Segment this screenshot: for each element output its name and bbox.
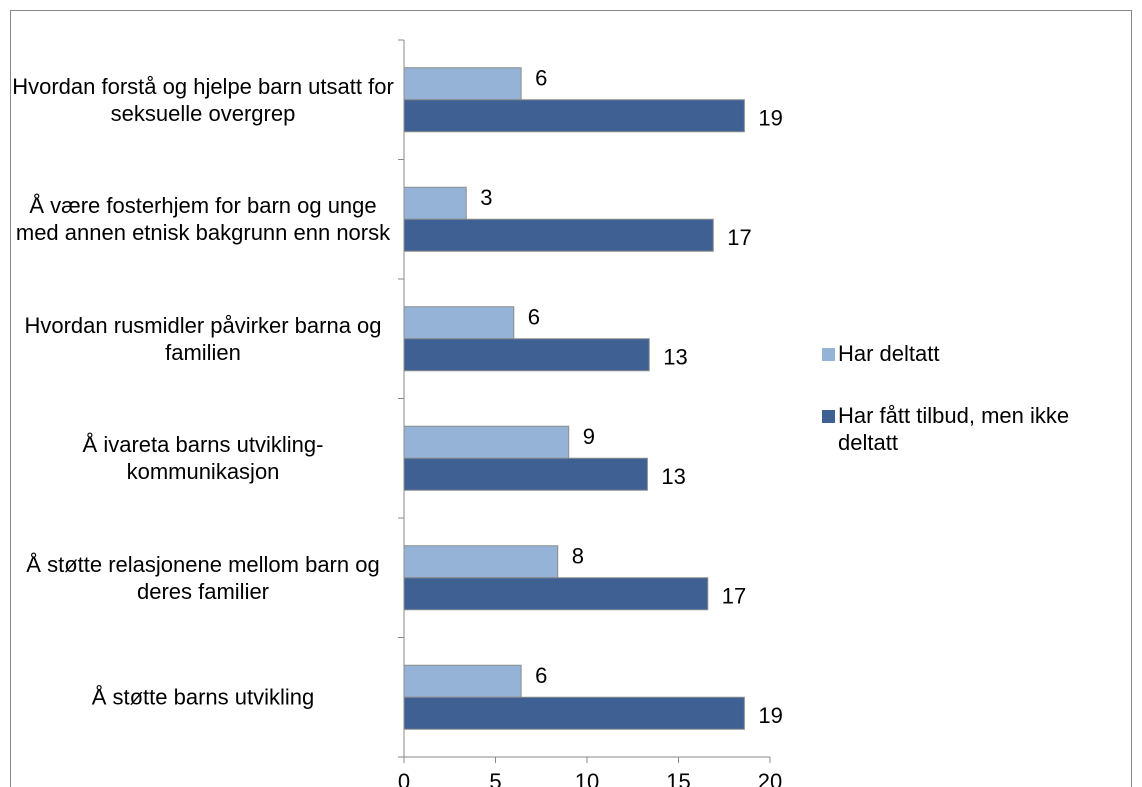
chart-border [10,10,1132,787]
bar [403,99,745,133]
x-tick-label: 0 [398,769,410,787]
value-label: 13 [661,464,685,489]
category-label: Å støtte relasjonene mellom barn og dere… [26,551,380,604]
category-label: Hvordan rusmidler påvirker barna og fami… [24,312,382,365]
value-label: 6 [535,66,547,91]
bar [403,664,522,698]
value-label: 17 [727,225,751,250]
bar [403,696,745,730]
x-tick-label: 15 [666,769,690,787]
value-label: 6 [528,305,540,330]
bar [403,186,467,220]
bar [403,218,714,252]
bar [403,545,559,579]
value-label: 6 [535,663,547,688]
bar [403,425,570,459]
value-label: 8 [572,544,584,569]
legend-label: Har fått tilbud, men ikke deltatt [838,403,1070,455]
legend-swatch [822,410,835,423]
legend-swatch [822,348,835,361]
x-tick-label: 10 [575,769,599,787]
legend-label: Har deltatt [838,341,940,366]
bar [403,338,650,372]
value-label: 19 [758,106,782,131]
value-label: 17 [722,584,746,609]
bar [403,306,515,340]
category-label: Hvordan forstå og hjelpe barn utsatt for… [12,73,394,126]
value-label: 3 [480,185,492,210]
category-label: Å være fosterhjem for barn og unge med a… [15,193,391,246]
x-tick-label: 20 [758,769,782,787]
bar [403,577,709,611]
value-label: 19 [758,703,782,728]
value-label: 13 [663,345,687,370]
category-label: Å ivareta barns utvikling-kommunikasjon [82,432,324,485]
bar [403,67,522,101]
category-label: Å støtte barns utvikling [91,684,315,710]
value-label: 9 [583,424,595,449]
x-tick-label: 5 [489,769,501,787]
bar [403,457,648,491]
